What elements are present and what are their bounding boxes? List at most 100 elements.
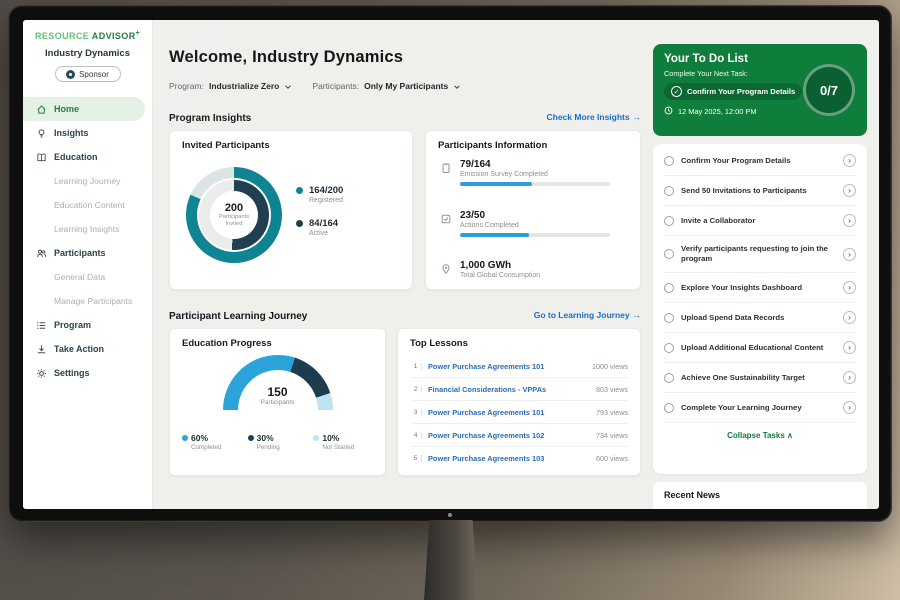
task-checkbox[interactable] xyxy=(664,282,674,293)
task-chevron-button[interactable]: › xyxy=(843,247,856,261)
task-label: Confirm Your Program Details xyxy=(681,155,791,165)
top-lessons-card: Top Lessons 1 Power Purchase Agreements … xyxy=(397,328,641,476)
task-checkbox[interactable] xyxy=(664,185,674,196)
page-title: Welcome, Industry Dynamics xyxy=(169,48,404,66)
monitor-bezel: RESOURCE ADVISOR+ Industry Dynamics Spon… xyxy=(8,5,892,522)
info-row-consumption: 1,000 GWh Total Global Consumption xyxy=(440,260,626,279)
task-checkbox[interactable] xyxy=(664,312,674,323)
task-checkbox[interactable] xyxy=(664,372,674,383)
info-row-survey: 79/164 Emission Survey Completed xyxy=(440,159,626,186)
sidebar-item-general-data[interactable]: General Data xyxy=(23,265,152,289)
lesson-link[interactable]: Power Purchase Agreements 102 xyxy=(428,430,545,440)
logo-advisor: ADVISOR xyxy=(91,31,136,41)
sidebar-item-learning-journey[interactable]: Learning Journey xyxy=(23,169,152,193)
task-row-verify-participants[interactable]: Verify participants requesting to join t… xyxy=(664,236,856,273)
participants-information-card: Participants Information 79/164 Emission… xyxy=(425,130,641,290)
power-led xyxy=(448,513,452,517)
go-to-learning-journey-link[interactable]: Go to Learning Journey → xyxy=(534,310,641,320)
task-row-explore-insights[interactable]: Explore Your Insights Dashboard › xyxy=(664,273,856,303)
task-chevron-button[interactable]: › xyxy=(843,341,856,354)
lesson-row: 5 Power Purchase Agreements 103 600 view… xyxy=(410,447,628,469)
program-filter-dropdown[interactable]: Program: Industrialize Zero xyxy=(169,81,292,91)
arrow-right-icon: → xyxy=(632,112,641,122)
task-checkbox[interactable] xyxy=(664,342,674,353)
task-checkbox[interactable] xyxy=(664,155,674,166)
lessons-list: 1 Power Purchase Agreements 101 1000 vie… xyxy=(410,355,628,469)
task-checkbox[interactable] xyxy=(664,249,674,259)
chevron-right-icon: › xyxy=(848,312,851,323)
arrow-right-icon: → xyxy=(632,310,641,320)
next-task-chip[interactable]: ✓ Confirm Your Program Details xyxy=(664,83,803,100)
task-row-upload-educational-content[interactable]: Upload Additional Educational Content › xyxy=(664,333,856,363)
sidebar-item-education[interactable]: Education xyxy=(23,145,152,169)
info-row-actions: 23/50 Actions Completed xyxy=(440,210,626,237)
task-chevron-button[interactable]: › xyxy=(843,311,856,324)
sidebar-item-insights[interactable]: Insights xyxy=(23,121,152,145)
lesson-rank: 5 xyxy=(410,454,422,462)
sidebar-item-program[interactable]: Program xyxy=(23,313,152,337)
gauge-legend-dot xyxy=(247,435,254,441)
legend-value: 30% xyxy=(256,433,274,443)
lesson-link[interactable]: Power Purchase Agreements 101 xyxy=(428,361,545,371)
lightbulb-icon xyxy=(36,128,47,139)
due-date-text: 12 May 2025, 12:00 PM xyxy=(678,107,757,116)
lesson-link[interactable]: Financial Considerations - VPPAs xyxy=(428,384,547,394)
lesson-views: 793 views xyxy=(596,407,628,417)
task-chevron-button[interactable]: › xyxy=(843,281,856,294)
participants-filter-dropdown[interactable]: Participants: Only My Participants xyxy=(312,81,461,91)
todo-progress-ring: 0/7 xyxy=(803,64,855,116)
info-progress-fill xyxy=(460,232,529,237)
task-chevron-button[interactable]: › xyxy=(843,214,856,227)
collapse-tasks-button[interactable]: Collapse Tasks ∧ xyxy=(664,423,856,446)
task-row-achieve-target[interactable]: Achieve One Sustainability Target › xyxy=(664,363,856,393)
sidebar-item-learning-insights[interactable]: Learning Insights xyxy=(23,217,152,241)
task-row-confirm-program[interactable]: Confirm Your Program Details › xyxy=(664,146,856,176)
sponsor-badge[interactable]: Sponsor xyxy=(54,66,121,82)
sidebar-item-education-content[interactable]: Education Content xyxy=(23,193,152,217)
task-row-send-invitations[interactable]: Send 50 Invitations to Participants › xyxy=(664,176,856,206)
lesson-link[interactable]: Power Purchase Agreements 101 xyxy=(428,407,545,417)
legend-label: Completed xyxy=(191,444,222,451)
program-insights-heading: Program Insights xyxy=(169,113,252,124)
lesson-row: 1 Power Purchase Agreements 101 1000 vie… xyxy=(410,355,628,378)
task-row-invite-collaborator[interactable]: Invite a Collaborator › xyxy=(664,206,856,236)
sidebar-item-settings[interactable]: Settings xyxy=(23,361,152,385)
info-label: Total Global Consumption xyxy=(460,272,541,279)
task-chevron-button[interactable]: › xyxy=(843,184,856,197)
card-title: Top Lessons xyxy=(410,338,468,349)
sponsor-label: Sponsor xyxy=(79,69,109,79)
logo-plus: + xyxy=(135,30,141,37)
sidebar-item-participants[interactable]: Participants xyxy=(23,241,152,265)
task-row-upload-spend-data[interactable]: Upload Spend Data Records › xyxy=(664,303,856,333)
nav-label: Learning Journey xyxy=(54,176,121,186)
chevron-right-icon: › xyxy=(848,372,851,383)
lesson-views: 1000 views xyxy=(592,361,628,371)
sidebar-item-home[interactable]: Home xyxy=(23,97,145,121)
legend-value: 60% xyxy=(191,433,209,443)
task-chevron-button[interactable]: › xyxy=(843,401,856,414)
list-icon xyxy=(36,320,47,331)
task-row-complete-learning-journey[interactable]: Complete Your Learning Journey › xyxy=(664,393,856,423)
lesson-rank: 3 xyxy=(410,408,422,416)
check-more-insights-link[interactable]: Check More Insights → xyxy=(546,112,641,122)
task-chevron-button[interactable]: › xyxy=(843,154,856,167)
nav-label: Manage Participants xyxy=(54,296,133,306)
legend-label: Active xyxy=(309,230,329,237)
gauge-legend-dot xyxy=(313,435,320,441)
education-progress-card: Education Progress 150 Participants 60% … xyxy=(169,328,386,476)
logo-resource: RESOURCE xyxy=(35,31,90,41)
card-title: Participants Information xyxy=(438,140,548,151)
task-checkbox[interactable] xyxy=(664,215,674,226)
nav-label: Learning Insights xyxy=(54,224,120,234)
next-task-label: Confirm Your Program Details xyxy=(687,87,796,96)
task-chevron-button[interactable]: › xyxy=(843,371,856,384)
lesson-link[interactable]: Power Purchase Agreements 103 xyxy=(428,453,545,463)
org-name: Industry Dynamics xyxy=(45,48,130,59)
link-label: Check More Insights xyxy=(546,112,630,122)
sidebar-item-take-action[interactable]: Take Action xyxy=(23,337,152,361)
sidebar-item-manage-participants[interactable]: Manage Participants xyxy=(23,289,152,313)
invited-donut-chart: 200 Participants Invited xyxy=(186,167,282,263)
lesson-views: 600 views xyxy=(596,453,628,463)
task-checkbox[interactable] xyxy=(664,402,674,413)
